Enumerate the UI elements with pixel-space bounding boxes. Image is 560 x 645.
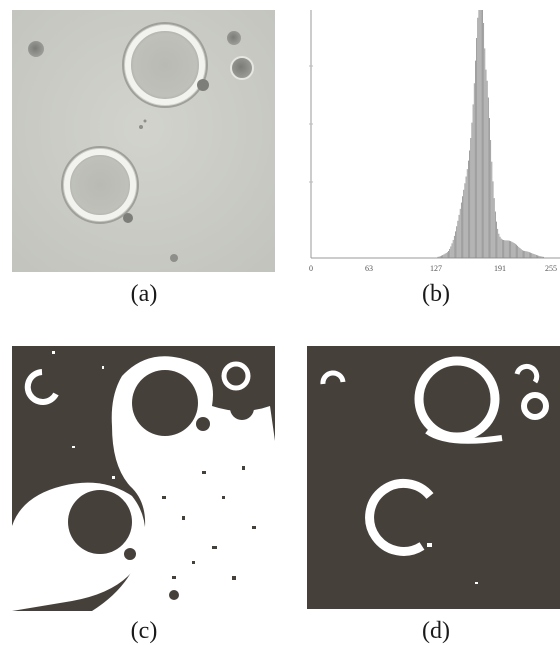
binary-panel-d	[307, 346, 560, 609]
micrograph-image	[12, 10, 275, 272]
tick-label: 63	[365, 264, 373, 273]
caption-d: (d)	[422, 618, 450, 644]
tick-label: 255	[545, 264, 557, 273]
tick-label: 0	[309, 264, 313, 273]
caption-c: (c)	[130, 618, 158, 644]
histogram-bars	[437, 10, 544, 258]
binary-image-d	[307, 346, 560, 609]
caption-a: (a)	[130, 281, 158, 307]
tick-label: 191	[494, 264, 506, 273]
histogram-panel: 0 63 127 191 255	[305, 8, 560, 280]
caption-b: (b)	[422, 281, 450, 307]
micrograph-panel	[12, 10, 275, 272]
tick-label: 127	[430, 264, 442, 273]
binary-panel-c	[12, 346, 275, 611]
histogram-chart: 0 63 127 191 255	[305, 8, 560, 280]
binary-image-c	[12, 346, 275, 611]
